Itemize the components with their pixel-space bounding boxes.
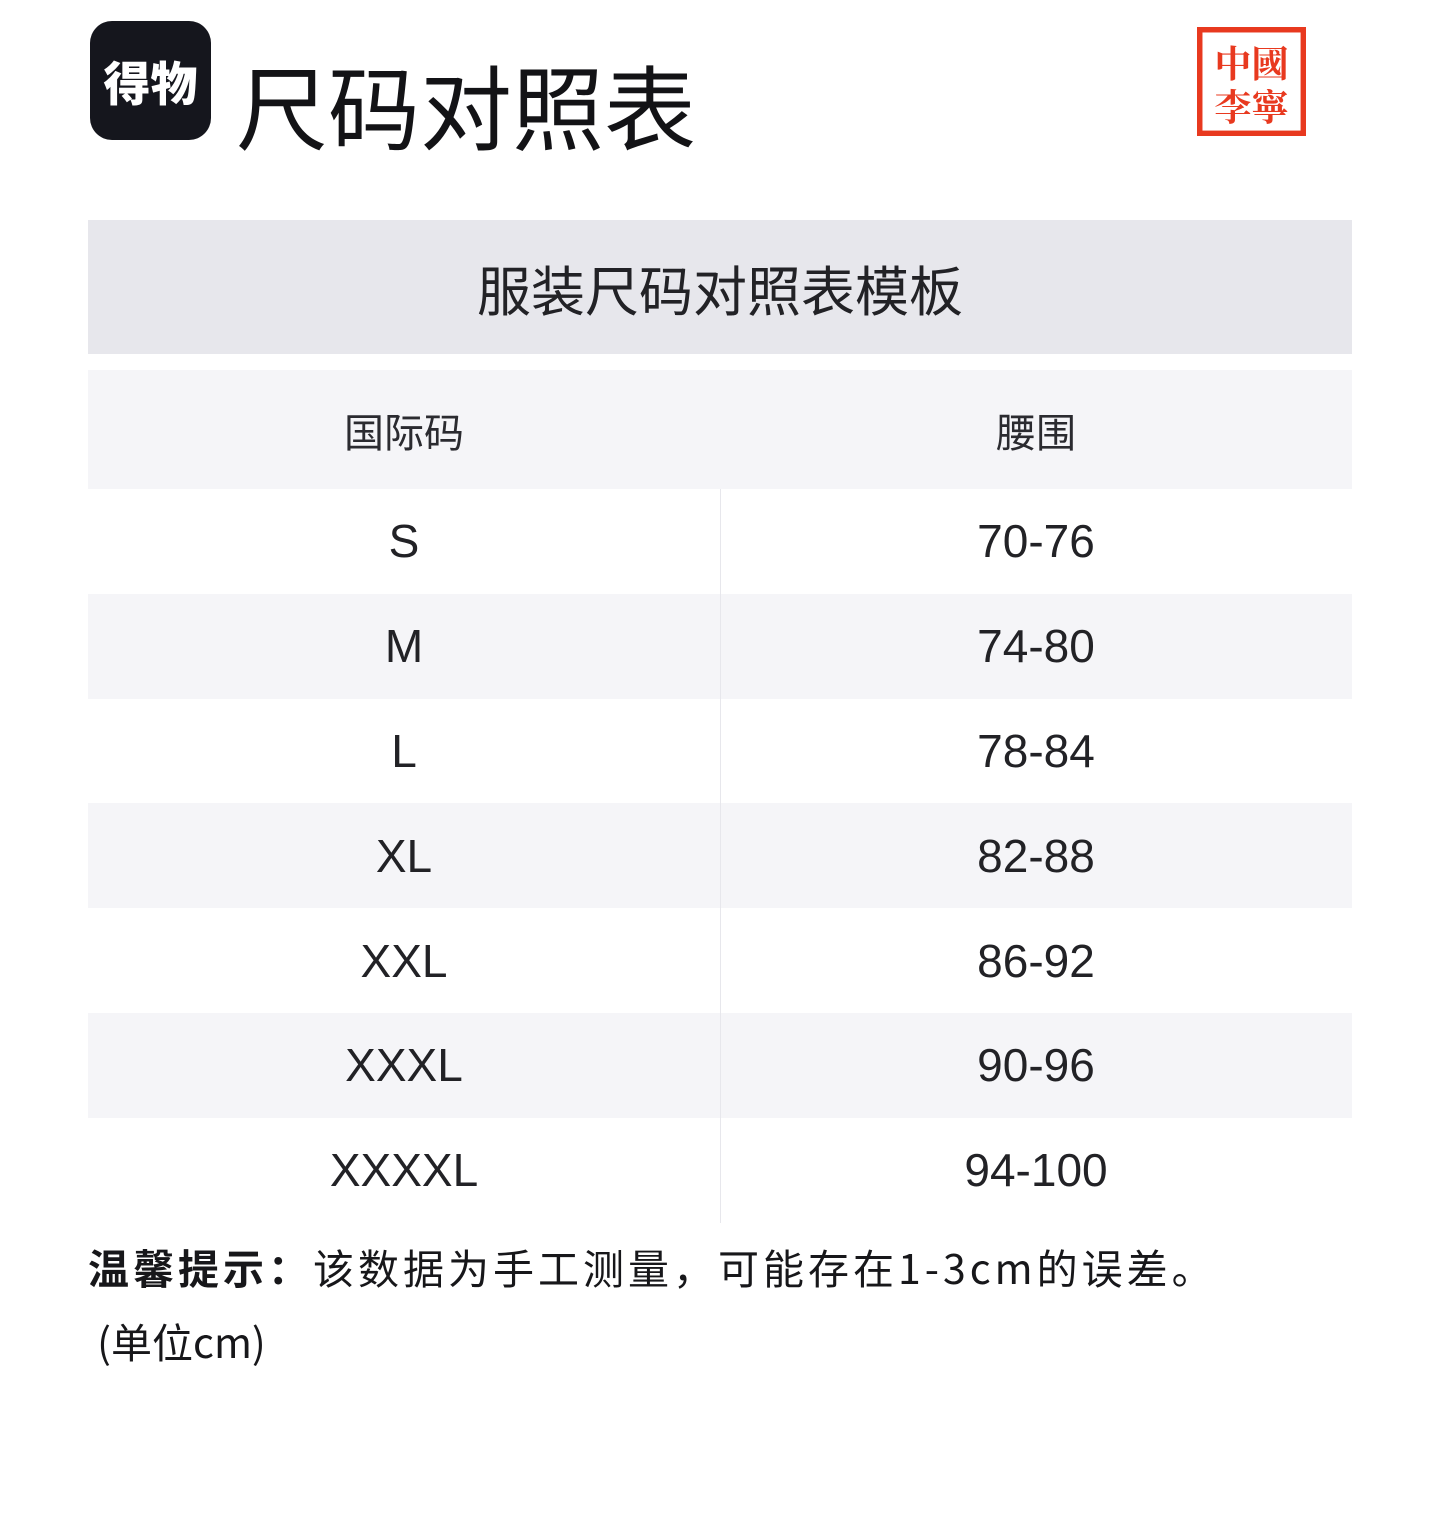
svg-text:李寧: 李寧 <box>1214 78 1288 132</box>
